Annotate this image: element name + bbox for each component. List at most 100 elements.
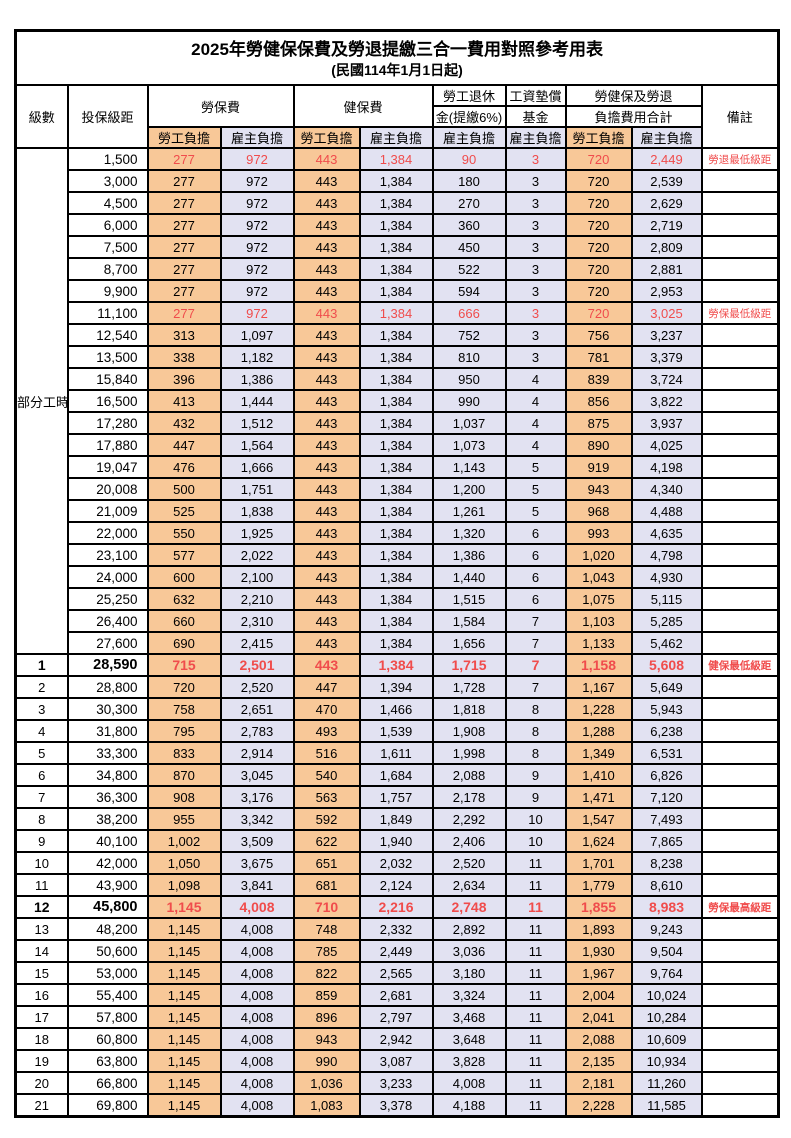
- cell-health-er: 1,384: [358, 477, 434, 501]
- cell-level: 17: [14, 1005, 69, 1029]
- cell-note: [700, 455, 780, 479]
- cell-salary: 31,800: [66, 719, 149, 743]
- cell-fund-er: 3: [504, 235, 567, 259]
- cell-health-er: 3,087: [358, 1049, 434, 1073]
- subheader-labor-employee: 勞工負擔: [146, 126, 222, 149]
- cell-pension-er: 1,073: [431, 433, 507, 457]
- cell-note: [700, 829, 780, 853]
- cell-fund-er: 11: [504, 1071, 567, 1095]
- cell-salary: 27,600: [66, 631, 149, 655]
- table-row: 3 30,300 758 2,651 470 1,466 1,818 8 1,228 5,943: [14, 697, 780, 721]
- cell-fund-er: 11: [504, 983, 567, 1007]
- cell-fund-er: 11: [504, 939, 567, 963]
- cell-total-emp: 890: [564, 433, 633, 457]
- cell-health-emp: 822: [292, 961, 361, 985]
- cell-labor-emp: 1,145: [146, 1093, 222, 1118]
- cell-pension-er: 3,036: [431, 939, 507, 963]
- table-row: 8 38,200 955 3,342 592 1,849 2,292 10 1,547 7,493: [14, 807, 780, 831]
- cell-total-er: 5,943: [630, 697, 703, 721]
- cell-fund-er: 4: [504, 411, 567, 435]
- cell-fund-er: 11: [504, 917, 567, 941]
- cell-labor-er: 2,100: [219, 565, 295, 589]
- cell-salary: 50,600: [66, 939, 149, 963]
- cell-labor-er: 972: [219, 301, 295, 325]
- cell-health-emp: 443: [292, 191, 361, 215]
- header-row-3: 勞工負擔 雇主負擔 勞工負擔 雇主負擔 雇主負擔 雇主負擔 勞工負擔 雇主負擔: [16, 126, 779, 149]
- cell-health-er: 1,611: [358, 741, 434, 765]
- cell-level: 6: [14, 763, 69, 787]
- cell-labor-emp: 1,145: [146, 961, 222, 985]
- col-header-total-line2: 負擔費用合計: [564, 105, 703, 128]
- table-row: 4,500 277 972 443 1,384 270 3 720 2,629: [16, 191, 780, 215]
- cell-level: 21: [14, 1093, 69, 1118]
- cell-pension-er: 990: [431, 389, 507, 413]
- cell-salary: 4,500: [66, 191, 149, 215]
- table-row: 2 28,800 720 2,520 447 1,394 1,728 7 1,167 5,649: [14, 675, 780, 699]
- cell-health-er: 1,940: [358, 829, 434, 853]
- cell-health-emp: 443: [292, 279, 361, 303]
- cell-total-er: 4,340: [630, 477, 703, 501]
- col-header-total-line1: 勞健保及勞退: [564, 84, 703, 107]
- cell-fund-er: 11: [504, 851, 567, 875]
- cell-salary: 42,000: [66, 851, 149, 875]
- cell-total-emp: 756: [564, 323, 633, 347]
- cell-salary: 16,500: [66, 389, 149, 413]
- cell-pension-er: 2,292: [431, 807, 507, 831]
- cell-total-er: 5,608: [630, 653, 703, 677]
- cell-salary: 69,800: [66, 1093, 149, 1118]
- cell-labor-emp: 1,002: [146, 829, 222, 853]
- cell-total-er: 4,798: [630, 543, 703, 567]
- cell-health-emp: 651: [292, 851, 361, 875]
- cell-labor-er: 2,501: [219, 653, 295, 677]
- cell-labor-emp: 1,145: [146, 895, 222, 919]
- cell-total-er: 3,379: [630, 345, 703, 369]
- cell-labor-er: 4,008: [219, 983, 295, 1007]
- cell-total-er: 11,585: [630, 1093, 703, 1118]
- cell-health-er: 1,384: [358, 609, 434, 633]
- cell-note: [700, 1049, 780, 1073]
- cell-salary: 3,000: [66, 169, 149, 193]
- table-row: 20 66,800 1,145 4,008 1,036 3,233 4,008 11 2,181…: [14, 1071, 780, 1095]
- page-subtitle: (民國114年1月1日起): [331, 62, 463, 79]
- cell-labor-emp: 1,145: [146, 1005, 222, 1029]
- cell-total-emp: 1,410: [564, 763, 633, 787]
- cell-total-emp: 2,135: [564, 1049, 633, 1073]
- cell-labor-er: 2,415: [219, 631, 295, 655]
- cell-level: 11: [14, 873, 69, 897]
- cell-health-emp: 443: [292, 521, 361, 545]
- col-header-wage-fund-line1: 工資墊償: [504, 84, 567, 107]
- cell-salary: 7,500: [66, 235, 149, 259]
- cell-health-emp: 443: [292, 631, 361, 655]
- cell-health-er: 1,384: [358, 323, 434, 347]
- cell-pension-er: 1,908: [431, 719, 507, 743]
- cell-total-er: 5,285: [630, 609, 703, 633]
- cell-fund-er: 10: [504, 829, 567, 853]
- cell-labor-er: 1,925: [219, 521, 295, 545]
- table-row: 9,900 277 972 443 1,384 594 3 720 2,953: [16, 279, 780, 303]
- cell-health-er: 1,384: [358, 147, 434, 171]
- table-row: 13,500 338 1,182 443 1,384 810 3 781 3,379: [16, 345, 780, 369]
- cell-pension-er: 950: [431, 367, 507, 391]
- cell-labor-emp: 277: [146, 169, 222, 193]
- cell-note: [700, 433, 780, 457]
- cell-total-emp: 720: [564, 257, 633, 281]
- cell-salary: 38,200: [66, 807, 149, 831]
- cell-labor-emp: 413: [146, 389, 222, 413]
- cell-total-emp: 1,547: [564, 807, 633, 831]
- cell-health-er: 1,384: [358, 543, 434, 567]
- cell-total-emp: 1,893: [564, 917, 633, 941]
- cell-note: [700, 279, 780, 303]
- cell-health-er: 1,384: [358, 389, 434, 413]
- cell-total-emp: 968: [564, 499, 633, 523]
- table-row: 6,000 277 972 443 1,384 360 3 720 2,719: [16, 213, 780, 237]
- cell-total-emp: 1,158: [564, 653, 633, 677]
- cell-total-emp: 1,930: [564, 939, 633, 963]
- cell-note: [700, 345, 780, 369]
- cell-total-emp: 1,167: [564, 675, 633, 699]
- table-row: 10 42,000 1,050 3,675 651 2,032 2,520 11 1,701 8,…: [14, 851, 780, 875]
- cell-labor-emp: 1,145: [146, 917, 222, 941]
- table-row: 18 60,800 1,145 4,008 943 2,942 3,648 11 2,088 10…: [14, 1027, 780, 1051]
- cell-total-er: 5,649: [630, 675, 703, 699]
- cell-level: 15: [14, 961, 69, 985]
- cell-note: [700, 499, 780, 523]
